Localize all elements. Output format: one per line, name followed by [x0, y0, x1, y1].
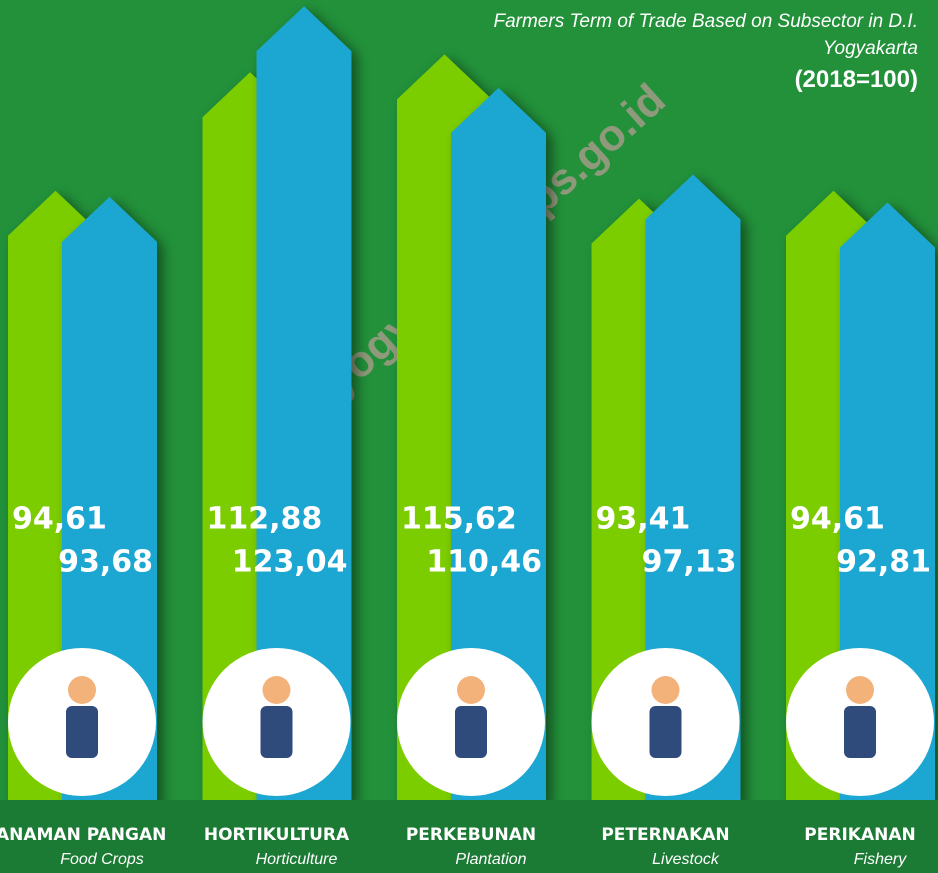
- value-label: 112,88: [207, 502, 323, 537]
- value-label: 94,61: [12, 502, 107, 537]
- icon-body: [66, 706, 98, 758]
- category-translation: Livestock: [652, 851, 720, 868]
- category-label: PERKEBUNAN: [406, 825, 536, 845]
- icon-body: [650, 706, 682, 758]
- icon-head: [263, 676, 291, 704]
- category-translation: Fishery: [854, 851, 907, 868]
- value-label: 92,81: [836, 545, 931, 580]
- value-label: 110,46: [426, 545, 542, 580]
- infographic: https://yogyakarta.bps.go.id94,6193,6811…: [0, 0, 938, 873]
- icon-body: [844, 706, 876, 758]
- icon-body: [261, 706, 293, 758]
- icon-head: [68, 676, 96, 704]
- value-label: 123,04: [232, 545, 348, 580]
- category-label: TANAMAN PANGAN: [0, 825, 166, 845]
- category-label: PETERNAKAN: [601, 825, 729, 845]
- category-translation: Horticulture: [256, 851, 338, 868]
- chart-subtitle: (2018=100): [795, 66, 918, 94]
- chart-title: Farmers Term of Trade Based on Subsector…: [458, 8, 918, 62]
- category-label: PERIKANAN: [804, 825, 915, 845]
- value-label: 93,41: [596, 502, 691, 537]
- icon-head: [457, 676, 485, 704]
- chart: https://yogyakarta.bps.go.id94,6193,6811…: [0, 0, 938, 873]
- value-label: 97,13: [642, 545, 737, 580]
- value-label: 115,62: [401, 502, 517, 537]
- category-label: HORTIKULTURA: [204, 825, 350, 845]
- value-label: 94,61: [790, 502, 885, 537]
- icon-head: [846, 676, 874, 704]
- icon-head: [652, 676, 680, 704]
- value-label: 93,68: [58, 545, 153, 580]
- icon-body: [455, 706, 487, 758]
- category-translation: Plantation: [455, 851, 526, 868]
- category-translation: Food Crops: [60, 851, 144, 868]
